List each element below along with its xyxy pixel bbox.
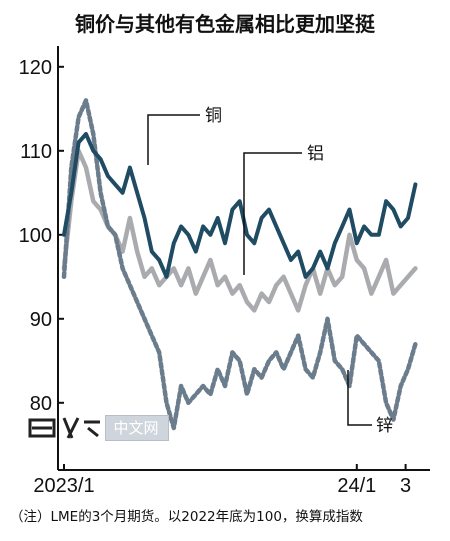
- series-lines: [61, 98, 418, 431]
- y-tick-label: 120: [19, 57, 52, 79]
- y-tick-label: 110: [20, 141, 52, 163]
- y-tick-label: 90: [30, 309, 52, 331]
- x-tick-label: 24/1: [337, 475, 376, 497]
- leader-line-copper: [147, 114, 200, 165]
- series-labels: 铜铝锌: [147, 106, 393, 436]
- series-line-copper: [62, 132, 418, 279]
- watermark-text: 中文网: [113, 419, 159, 437]
- axes: 80 90 100 110 120 2023/1 24/1 3: [19, 46, 430, 497]
- footnote: （注）LME的3个月期货。以2022年底为100，换算成指数: [10, 509, 363, 525]
- x-tick-label: 3: [400, 475, 411, 497]
- leader-line-zinc: [347, 370, 372, 426]
- chart-title: 铜价与其他有色金属相比更加坚挺: [75, 12, 375, 36]
- y-tick-label: 100: [19, 225, 52, 247]
- series-label-copper: 铜: [205, 106, 222, 126]
- leader-line-aluminum: [243, 152, 302, 275]
- series-label-zinc: 锌: [376, 416, 393, 436]
- series-label-aluminum: 铝: [307, 144, 324, 164]
- nikkei-logo: [28, 417, 100, 439]
- x-tick-label: 2023/1: [33, 475, 94, 497]
- series-line-aluminum: [61, 148, 418, 313]
- series-line-zinc: [61, 98, 418, 431]
- y-tick-label: 80: [30, 393, 52, 415]
- watermark-box: [105, 415, 169, 441]
